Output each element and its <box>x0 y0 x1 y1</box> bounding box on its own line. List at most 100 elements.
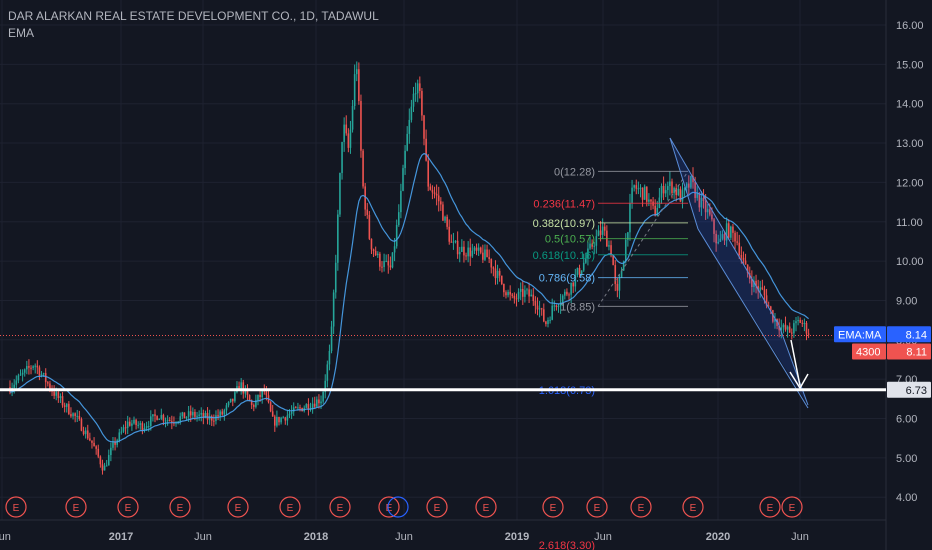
candle-body <box>337 214 339 263</box>
candle-body <box>591 243 593 247</box>
earnings-marker-label: E <box>287 503 294 514</box>
support-price-label[interactable]: 6.73 <box>887 381 931 398</box>
candle-body <box>364 186 366 210</box>
candle-body <box>162 415 165 421</box>
candle-body <box>141 423 144 431</box>
chart-title[interactable]: DAR ALARKAN REAL ESTATE DEVELOPMENT CO.,… <box>8 9 379 23</box>
candle-body <box>536 305 539 310</box>
candle-body <box>639 187 642 189</box>
earnings-marker[interactable]: E <box>630 496 652 518</box>
candle-body <box>629 202 631 233</box>
candle-body <box>435 193 438 196</box>
candle-body <box>488 257 490 259</box>
candle-body <box>265 391 268 396</box>
candle-body <box>150 416 152 427</box>
dividend-marker[interactable] <box>387 496 409 518</box>
ema-ma-label[interactable]: EMA:MA <box>834 326 886 343</box>
candle-body <box>803 322 806 324</box>
candle-body <box>692 176 694 183</box>
candle-body <box>492 267 495 269</box>
close-price-label[interactable]: 8.11 <box>887 343 931 360</box>
candle-body <box>690 176 692 188</box>
candle-body <box>76 415 79 417</box>
earnings-marker[interactable]: E <box>759 496 781 518</box>
indicator-label[interactable]: EMA <box>8 26 35 40</box>
candle-body <box>225 405 228 411</box>
earnings-marker[interactable]: E <box>682 496 704 518</box>
volume-label[interactable]: 4300 <box>852 343 886 360</box>
candle-body <box>80 419 83 431</box>
candle-body <box>801 322 804 324</box>
candle-body <box>675 187 678 196</box>
earnings-marker[interactable]: E <box>586 496 608 518</box>
candle-body <box>189 411 192 416</box>
candle-body <box>683 187 686 191</box>
fibonacci-retracement[interactable]: 0(12.28) 0.236(11.47) 0.382(10.97) 0.5(10.5… <box>533 166 689 550</box>
earnings-marker[interactable]: E <box>65 496 87 518</box>
candle-body <box>171 421 173 423</box>
fib-level-label: 0.786(9.58) <box>539 273 595 285</box>
candle-body <box>358 69 360 102</box>
candle-body <box>461 246 463 252</box>
candle-body <box>519 288 522 292</box>
candle-body <box>252 404 255 407</box>
ema-ma-price-label[interactable]: 8.14 <box>887 326 931 343</box>
earnings-marker-circle <box>65 496 87 518</box>
candle-body <box>723 234 726 241</box>
candle-body <box>713 219 715 234</box>
earnings-marker[interactable]: E <box>542 496 564 518</box>
y-tick-label: 9.00 <box>896 295 917 307</box>
candle-body <box>608 245 610 247</box>
candle-body <box>30 367 32 369</box>
earnings-marker[interactable]: E <box>426 496 448 518</box>
earnings-marker[interactable]: E <box>169 496 191 518</box>
candle-body <box>26 366 28 370</box>
candle-body <box>330 326 333 351</box>
earnings-marker-label: E <box>434 503 441 514</box>
descending-channel[interactable] <box>669 137 809 409</box>
candle-body <box>381 266 383 268</box>
volume-tag-text: 4300 <box>856 346 880 358</box>
candle-body <box>799 320 801 323</box>
earnings-marker[interactable]: E <box>475 496 497 518</box>
candle-body <box>257 394 259 401</box>
candle-body <box>410 106 413 120</box>
candle-body <box>637 188 640 190</box>
candle-body <box>612 255 614 266</box>
candle-body <box>654 205 656 216</box>
earnings-marker-circle <box>426 496 448 518</box>
candle-body <box>84 430 87 435</box>
candle-body <box>603 226 606 231</box>
candle-body <box>120 431 123 433</box>
earnings-marker[interactable]: E <box>378 496 400 518</box>
candle-body <box>547 320 549 325</box>
earnings-marker[interactable]: E <box>781 496 803 518</box>
earnings-marker-circle <box>630 496 652 518</box>
candle-body <box>387 260 390 266</box>
earnings-marker[interactable]: E <box>5 496 27 518</box>
candle-body <box>738 242 741 256</box>
candle-body <box>452 241 455 243</box>
candle-body <box>784 324 787 330</box>
candle-body <box>49 383 51 390</box>
candle-body <box>572 282 575 287</box>
candle-body <box>620 270 623 278</box>
earnings-marker[interactable]: E <box>329 496 351 518</box>
candle-body <box>580 270 583 275</box>
candle-body <box>496 270 499 279</box>
earnings-marker[interactable]: E <box>279 496 301 518</box>
candle-body <box>61 396 64 406</box>
candle-body <box>601 226 604 235</box>
candle-body <box>278 416 280 423</box>
earnings-marker-circle <box>5 496 27 518</box>
candle-body <box>545 321 547 325</box>
candle-body <box>223 410 226 415</box>
candle-body <box>595 236 598 246</box>
candle-body <box>671 181 673 194</box>
earnings-marker[interactable]: E <box>117 496 139 518</box>
candle-body <box>463 246 465 256</box>
earnings-marker[interactable]: E <box>227 496 249 518</box>
